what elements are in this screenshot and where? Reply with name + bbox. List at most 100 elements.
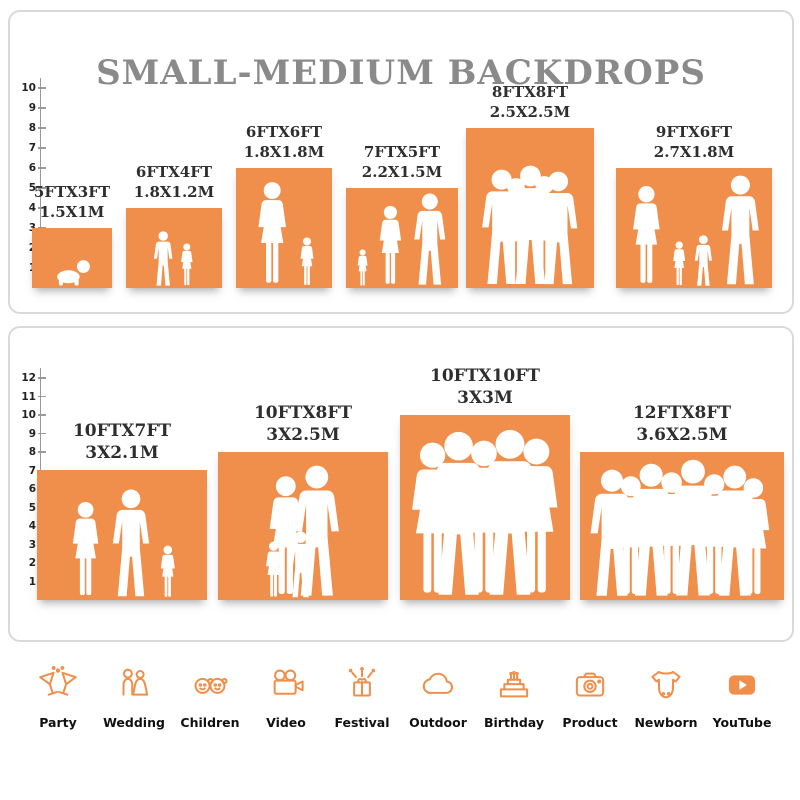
backdrop-9x6: 9FTX6FT 2.7X1.8M <box>616 123 772 288</box>
ruler-number: 9 <box>28 427 36 440</box>
person-silhouette <box>535 171 581 287</box>
people-silhouette <box>400 429 570 599</box>
page-title: SMALL-MEDIUM BACKDROPS <box>96 52 706 93</box>
backdrop-size-ft: 5FTX3FT <box>33 183 111 201</box>
ruler-tick: 5 <box>21 181 46 195</box>
festival-icon <box>348 667 376 697</box>
people-silhouette <box>346 193 458 287</box>
backdrop-10x7: 10FTX7FT 3X2.1M <box>37 421 207 600</box>
ruler-tick-mark <box>38 167 46 169</box>
backdrop-size-m: 1.8X1.2M <box>133 182 215 201</box>
ruler-number: 3 <box>28 538 36 551</box>
people-silhouette <box>580 459 784 599</box>
ruler-tick-mark <box>38 127 46 129</box>
ruler-tick-mark <box>38 395 46 398</box>
backdrop-label: 10FTX7FT 3X2.1M <box>37 420 207 464</box>
ruler-number: 10 <box>21 409 36 421</box>
ruler-tick: 9 <box>21 427 46 441</box>
backdrop-size-m: 3.6X2.5M <box>636 424 728 445</box>
people-silhouette <box>126 231 222 287</box>
ruler-tick-mark <box>38 187 46 189</box>
category-label: Video <box>266 715 306 730</box>
person-silhouette <box>374 205 407 287</box>
person-silhouette <box>626 185 667 287</box>
person-silhouette <box>297 237 317 287</box>
ruler-number: 4 <box>28 520 36 532</box>
backdrop-label: 10FTX10FT 3X3M <box>400 365 570 409</box>
backdrop-6x6: 6FTX6FT 1.8X1.8M <box>236 123 332 288</box>
ruler-number: 7 <box>28 464 36 477</box>
newborn-icon <box>651 670 681 699</box>
backdrop-size-ft: 8FTX8FT <box>491 83 569 101</box>
backdrop-label: 9FTX6FT 2.7X1.8M <box>609 123 779 162</box>
ruler-tick-mark <box>38 147 46 149</box>
category-festival: Festival <box>326 664 398 730</box>
person-silhouette <box>157 545 179 599</box>
backdrop-size-ft: 10FTX8FT <box>253 402 353 423</box>
ruler-tick-mark <box>38 451 46 453</box>
category-label: YouTube <box>712 715 772 730</box>
backdrop-6x4: 6FTX4FT 1.8X1.2M <box>126 163 222 288</box>
youtube-icon <box>728 675 756 695</box>
people-silhouette <box>218 465 388 599</box>
ruler-tick: 11 <box>21 390 46 404</box>
category-newborn: Newborn <box>630 664 702 730</box>
people-silhouette <box>616 175 772 287</box>
backdrop-size-m: 2.2X1.5M <box>361 162 443 181</box>
backdrop-label: 12FTX8FT 3.6X2.5M <box>597 402 767 446</box>
ruler-number: 6 <box>28 483 36 495</box>
category-label: Wedding <box>103 715 165 730</box>
person-silhouette <box>670 241 688 287</box>
backdrop-5x3: 5FTX3FT 1.5X1M <box>32 183 112 288</box>
backdrop-rect <box>126 208 222 288</box>
people-silhouette <box>32 257 112 287</box>
ruler-tick-mark <box>38 207 46 209</box>
backdrop-rect <box>236 168 332 288</box>
ruler-tick: 10 <box>21 81 46 95</box>
category-label: Product <box>562 715 618 730</box>
person-silhouette <box>152 231 174 287</box>
ruler-tick-mark <box>38 87 46 89</box>
backdrop-label: 10FTX8FT 3X2.5M <box>218 402 388 446</box>
ruler-tick: 8 <box>21 445 46 459</box>
ruler-tick: 7 <box>21 141 46 155</box>
backdrop-label: 8FTX8FT 2.5X2.5M <box>445 83 615 122</box>
person-silhouette <box>251 181 293 287</box>
person-silhouette <box>178 243 196 287</box>
person-silhouette <box>718 175 763 287</box>
category-label: Birthday <box>484 715 544 730</box>
category-children: Children <box>174 664 246 730</box>
backdrop-10x10: 10FTX10FT 3X3M <box>400 366 570 600</box>
party-icon <box>39 666 77 696</box>
product-icon <box>575 672 605 697</box>
video-icon <box>273 669 304 695</box>
person-silhouette <box>693 235 714 287</box>
backdrop-7x5: 7FTX5FT 2.2X1.5M <box>346 143 458 288</box>
backdrop-label: 7FTX5FT 2.2X1.5M <box>317 143 487 182</box>
category-wedding: Wedding <box>98 664 170 730</box>
category-outdoor: Outdoor <box>402 664 474 730</box>
people-silhouette <box>37 489 207 599</box>
ruler-number: 7 <box>28 142 36 154</box>
baby-silhouette <box>50 257 94 287</box>
category-label: Festival <box>334 715 390 730</box>
backdrop-size-ft: 10FTX10FT <box>430 365 540 386</box>
ruler-tick: 10 <box>21 408 46 422</box>
ruler-tick: 4 <box>21 201 46 215</box>
backdrop-label: 6FTX6FT 1.8X1.8M <box>199 123 369 162</box>
ruler-number: 12 <box>21 372 36 384</box>
ruler-number: 1 <box>28 575 36 588</box>
wedding-icon <box>122 668 149 696</box>
backdrop-label: 6FTX4FT 1.8X1.2M <box>89 163 259 202</box>
backdrop-8x8: 8FTX8FT 2.5X2.5M <box>466 83 594 288</box>
ruler-number: 11 <box>21 390 36 403</box>
backdrop-10x8: 10FTX8FT 3X2.5M <box>218 403 388 600</box>
backdrop-size-m: 1.8X1.8M <box>243 142 325 161</box>
person-silhouette <box>411 193 449 287</box>
backdrop-size-m: 3X2.5M <box>266 424 340 445</box>
outdoor-icon <box>422 672 454 694</box>
ruler-number: 10 <box>21 82 36 94</box>
ruler-number: 5 <box>28 182 36 194</box>
person-silhouette <box>504 437 569 599</box>
